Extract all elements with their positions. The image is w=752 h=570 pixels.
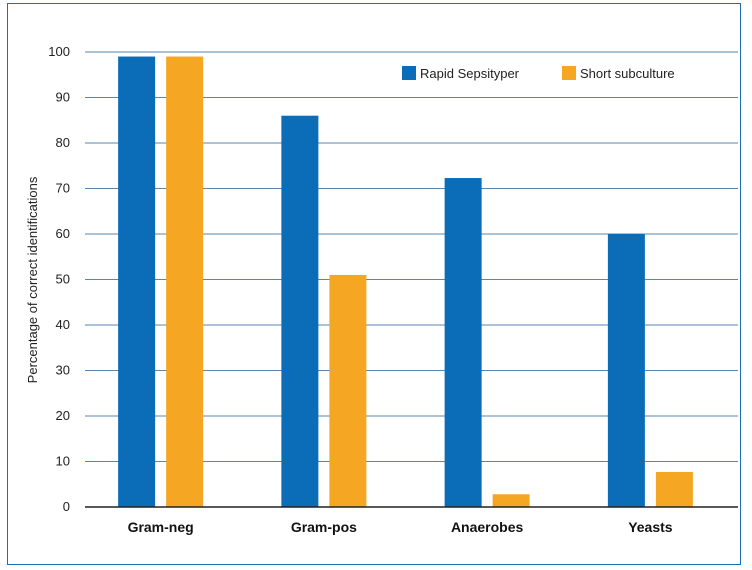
- y-tick-label: 0: [63, 499, 70, 514]
- x-tick-label: Anaerobes: [451, 519, 524, 535]
- legend-swatch: [562, 66, 576, 80]
- y-tick-label: 50: [56, 272, 70, 287]
- legend-label: Short subculture: [580, 66, 675, 81]
- bar: [444, 178, 482, 507]
- legend-swatch: [402, 66, 416, 80]
- y-tick-label: 40: [56, 317, 70, 332]
- category-labels: Gram-neg Gram-pos Anaerobes Yeasts: [128, 519, 673, 535]
- legend-label: Rapid Sepsityper: [420, 66, 520, 81]
- y-tick-label: 30: [56, 363, 70, 378]
- y-axis-ticks: 0 10 20 30 40 50 60 70 80 90 100: [48, 44, 70, 514]
- y-tick-label: 60: [56, 226, 70, 241]
- y-tick-label: 70: [56, 181, 70, 196]
- y-tick-label: 90: [56, 90, 70, 105]
- y-tick-label: 80: [56, 135, 70, 150]
- x-tick-label: Gram-pos: [291, 519, 357, 535]
- bar: [655, 471, 693, 507]
- bar: [118, 56, 156, 508]
- bars: [118, 56, 693, 508]
- legend: Rapid Sepsityper Short subculture: [402, 66, 675, 81]
- x-tick-label: Yeasts: [628, 519, 673, 535]
- y-tick-label: 100: [48, 44, 70, 59]
- y-tick-label: 20: [56, 408, 70, 423]
- bar: [281, 115, 319, 507]
- bar: [607, 234, 645, 507]
- bar: [492, 494, 530, 507]
- x-tick-label: Gram-neg: [128, 519, 194, 535]
- bar: [329, 274, 367, 507]
- y-axis-label: Percentage of correct identifications: [25, 176, 40, 383]
- bar: [166, 56, 204, 508]
- y-tick-label: 10: [56, 454, 70, 469]
